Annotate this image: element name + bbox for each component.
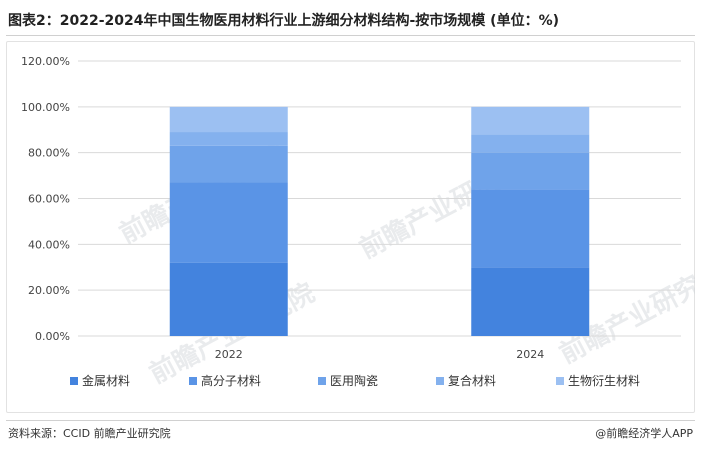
x-tick-label-2022: 2022 xyxy=(215,348,243,361)
bar-2022-segment-4[interactable] xyxy=(169,132,288,146)
bar-2022-segment-5[interactable] xyxy=(169,106,288,133)
credit-note: @前瞻经济学人APP xyxy=(595,427,693,440)
legend-label-1: 金属材料 xyxy=(82,373,130,388)
source-note: 资料来源：CCID 前瞻产业研究院 xyxy=(8,427,171,440)
legend-swatch-3 xyxy=(318,377,326,385)
legend-label-4: 复合材料 xyxy=(448,373,496,388)
bar-2022-segment-2[interactable] xyxy=(169,182,288,263)
legend-label-5: 生物衍生材料 xyxy=(568,374,640,388)
y-tick-label-4: 80.00% xyxy=(28,147,70,160)
bar-2024-segment-1[interactable] xyxy=(471,267,590,336)
title-divider xyxy=(6,35,695,36)
y-tick-label-1: 20.00% xyxy=(28,284,70,297)
y-tick-label-6: 120.00% xyxy=(21,55,70,68)
legend-swatch-4 xyxy=(436,377,444,385)
legend-label-3: 医用陶瓷 xyxy=(330,373,378,388)
bar-2024-segment-5[interactable] xyxy=(471,106,590,135)
x-tick-label-2024: 2024 xyxy=(516,348,544,361)
legend-swatch-2 xyxy=(189,377,197,385)
bar-2022-segment-1[interactable] xyxy=(169,262,288,336)
chart-title: 图表2：2022-2024年中国生物医用材料行业上游细分材料结构-按市场规模 (… xyxy=(8,13,559,29)
bar-2022-segment-3[interactable] xyxy=(169,145,288,183)
footer-divider xyxy=(6,420,695,421)
bar-2024-segment-4[interactable] xyxy=(471,134,590,153)
bar-2024-segment-2[interactable] xyxy=(471,189,590,268)
y-tick-label-3: 60.00% xyxy=(28,193,70,206)
legend-swatch-1 xyxy=(70,377,78,385)
y-tick-label-5: 100.00% xyxy=(21,101,70,114)
y-tick-label-0: 0.00% xyxy=(35,330,70,343)
legend-label-2: 高分子材料 xyxy=(201,373,261,388)
stacked-bar-chart: 前瞻产业研究院前瞻产业研究院前瞻产业研究院前瞻产业研究院0.00%20.00%4… xyxy=(21,55,695,390)
y-tick-label-2: 40.00% xyxy=(28,238,70,251)
legend-swatch-5 xyxy=(556,377,564,385)
bar-2024-segment-3[interactable] xyxy=(471,152,590,190)
